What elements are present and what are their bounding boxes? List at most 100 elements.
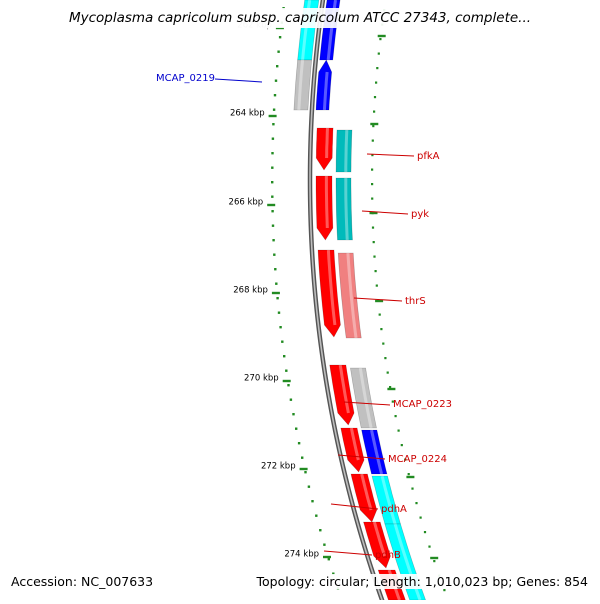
ruler-dot <box>319 529 322 532</box>
ruler-dot <box>277 311 281 314</box>
feature-dot <box>372 241 375 244</box>
gene-block-cog-pfkA-sheen <box>344 129 349 172</box>
ruler-dot <box>311 500 314 503</box>
ruler-dot <box>292 413 295 416</box>
gene-block-pdhB-sheen <box>372 521 387 557</box>
feature-dot <box>404 458 407 461</box>
gene-block-cog-gray-0219 <box>293 59 313 111</box>
ruler-dot <box>271 210 274 213</box>
feature-dot <box>378 313 381 316</box>
ruler-dot <box>271 181 274 184</box>
gene-block-thrS <box>317 249 341 338</box>
gene-block-cog-MCAP_0223-sheen <box>358 367 373 429</box>
gene-label-MCAP_0219: MCAP_0219 <box>156 73 215 84</box>
ruler-dot <box>271 195 274 198</box>
gene-label-pyk: pyk <box>411 209 429 220</box>
accession-label: Accession: <box>11 574 78 589</box>
feature-dot <box>371 226 375 229</box>
ruler-tick-label: 274 kbp <box>284 550 319 560</box>
feature-dot <box>374 270 377 273</box>
ruler-dot <box>315 514 318 517</box>
ruler-dot <box>289 398 293 401</box>
gene-block-pfkA-sheen <box>325 127 329 159</box>
ruler-dot <box>272 239 275 242</box>
ruler-dot <box>272 108 276 111</box>
ruler-dot <box>271 166 274 169</box>
gene-block-MCAP_0224-sheen <box>349 427 360 461</box>
feature-dot <box>428 545 431 548</box>
genome-summary: Topology: circular; Length: 1,010,023 bp… <box>253 574 591 589</box>
topology-label: Topology: <box>256 574 315 589</box>
ruler-tick-label: 266 kbp <box>229 198 264 208</box>
feature-dot <box>443 589 446 592</box>
ruler-dot <box>276 65 279 68</box>
feature-dot <box>371 168 374 171</box>
ruler-dot <box>275 282 278 285</box>
accession-value: NC_007633 <box>81 574 154 589</box>
feature-dot <box>386 371 389 374</box>
gene-label-leader <box>366 153 415 157</box>
gene-block-MCAP_0223-sheen <box>338 364 350 414</box>
length-value: 1,010,023 bp <box>424 574 509 589</box>
gene-label-leader <box>214 78 263 83</box>
gene-label-leader <box>361 210 409 215</box>
map-title: Mycoplasma capricolum subsp. capricolum … <box>0 8 600 28</box>
feature-dot <box>433 560 436 563</box>
feature-dot <box>415 502 418 505</box>
topology-value: circular <box>318 574 366 589</box>
gene-block-cog-pdhA-sheen <box>380 475 397 525</box>
feature-dot <box>371 139 374 142</box>
ruler-dot <box>323 543 326 546</box>
ruler-dot <box>273 94 277 97</box>
gene-label-MCAP_0223: MCAP_0223 <box>393 399 452 410</box>
gene-block-cog-thrS <box>337 252 362 339</box>
ruler-dot <box>283 355 286 358</box>
feature-dot <box>373 255 376 258</box>
gene-block-cog-MCAP_0224-sheen <box>370 429 384 475</box>
ruler-dot <box>285 369 288 372</box>
feature-dot <box>377 52 380 55</box>
ruler-tick-label: 264 kbp <box>230 109 265 119</box>
ruler-tick-label: 268 kbp <box>233 286 268 296</box>
ruler-dot <box>272 123 275 126</box>
ruler-dot <box>307 485 311 488</box>
gene-block-MCAP_0223 <box>329 364 355 426</box>
gene-labels: MCAP_0219 pfkA pyk thrS MCAP_0223 MCAP_0224pd… <box>156 73 452 561</box>
gene-block-pdhB <box>363 521 391 569</box>
feature-dot <box>382 342 385 345</box>
ruler-tick-label: 270 kbp <box>244 374 279 384</box>
ruler-dot <box>295 427 298 430</box>
feature-dot <box>411 487 414 490</box>
feature-dot <box>391 400 394 403</box>
feature-dot <box>379 38 382 41</box>
ruler-dot <box>274 79 278 82</box>
gene-block-pdhA <box>350 473 378 523</box>
gene-block-cog-pyk <box>335 177 353 241</box>
ruler-dot <box>277 50 280 53</box>
gene-block-MCAP_0224 <box>340 427 365 473</box>
ruler-dot <box>273 253 276 256</box>
gene-block-cog-pfkA <box>335 129 353 173</box>
ruler-dot <box>279 326 282 329</box>
gene-label-thrS: thrS <box>405 296 426 307</box>
feature-dot <box>372 125 375 128</box>
ruler-dot <box>271 137 275 140</box>
gene-label-leader <box>323 550 373 556</box>
gene-label-leader <box>330 503 379 510</box>
gene-block-cog-thrS-sheen <box>346 252 358 339</box>
gene-block-pdhA-sheen <box>360 473 373 511</box>
gene-block-cog-MCAP_0223 <box>350 367 377 429</box>
feature-dot <box>375 81 378 84</box>
ruler-dot <box>287 384 290 387</box>
feature-dot <box>373 96 377 99</box>
ruler-dot <box>327 558 330 561</box>
feature-dot <box>419 516 422 519</box>
ruler-dot <box>304 471 307 474</box>
feature-dot <box>373 110 376 113</box>
feature-dot <box>407 473 410 476</box>
feature-dot <box>380 328 383 331</box>
ruler-dot <box>278 36 282 39</box>
gene-label-leader <box>343 401 391 406</box>
